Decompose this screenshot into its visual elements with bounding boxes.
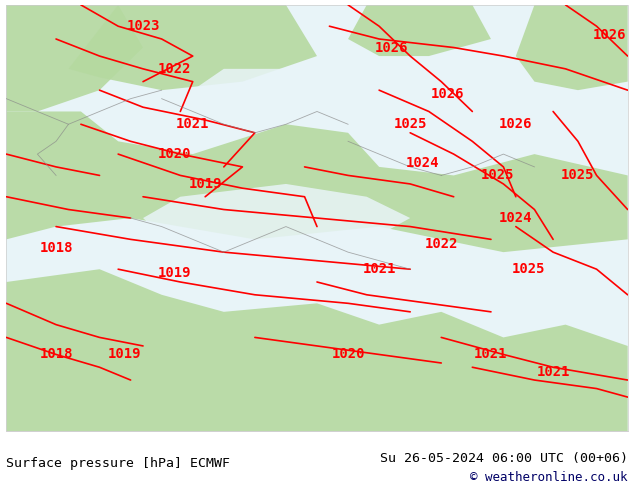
Text: © weatheronline.co.uk: © weatheronline.co.uk (470, 471, 628, 484)
Text: 1026: 1026 (499, 117, 533, 131)
Text: Surface pressure [hPa] ECMWF: Surface pressure [hPa] ECMWF (6, 457, 230, 469)
Text: 1025: 1025 (481, 169, 514, 182)
Text: 1026: 1026 (430, 87, 464, 101)
Polygon shape (6, 112, 628, 252)
Polygon shape (516, 5, 628, 90)
Text: 1026: 1026 (375, 41, 408, 54)
Polygon shape (68, 5, 317, 90)
Polygon shape (6, 269, 628, 431)
Text: 1025: 1025 (394, 117, 427, 131)
Polygon shape (6, 5, 143, 112)
Text: 1023: 1023 (126, 19, 160, 33)
Text: 1022: 1022 (425, 237, 458, 250)
Text: 1019: 1019 (108, 347, 141, 362)
Polygon shape (193, 69, 304, 107)
Polygon shape (348, 5, 491, 56)
Bar (6, 431, 628, 487)
Polygon shape (143, 184, 410, 261)
Text: 1022: 1022 (157, 62, 191, 76)
Text: 1020: 1020 (157, 147, 191, 161)
Text: 1021: 1021 (176, 117, 209, 131)
Text: 1018: 1018 (39, 347, 73, 362)
Text: 1024: 1024 (406, 156, 439, 170)
Text: 1019: 1019 (157, 267, 191, 280)
Text: 1026: 1026 (592, 28, 626, 42)
Text: 1025: 1025 (561, 169, 595, 182)
Text: 1018: 1018 (39, 241, 73, 255)
Text: 1021: 1021 (536, 365, 570, 378)
Text: 1025: 1025 (512, 262, 545, 276)
Text: 1021: 1021 (474, 347, 508, 362)
Text: 1019: 1019 (188, 177, 222, 191)
Text: 1021: 1021 (363, 262, 396, 276)
Text: Su 26-05-2024 06:00 UTC (00+06): Su 26-05-2024 06:00 UTC (00+06) (380, 452, 628, 465)
Text: 1020: 1020 (332, 347, 365, 362)
Text: 1024: 1024 (499, 211, 533, 225)
